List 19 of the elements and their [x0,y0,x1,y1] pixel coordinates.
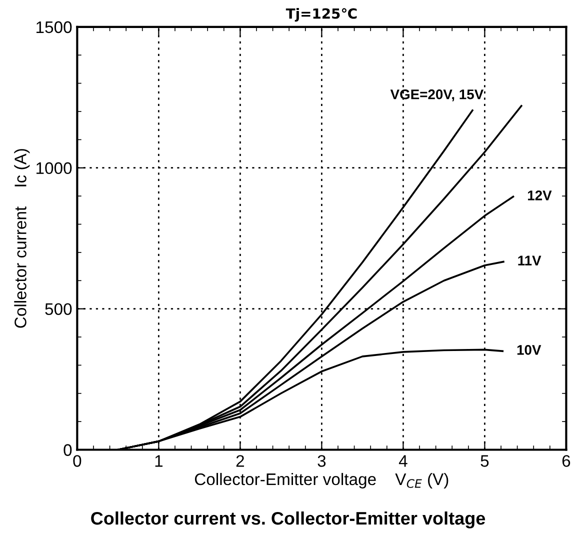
x-tick-label: 2 [236,455,244,467]
x-axis-title: Collector-Emitter voltage V$_{CE}$ (V) [194,472,448,488]
x-tick-label: 4 [398,455,408,467]
x-tick-label: 3 [318,455,326,467]
x-tick-label: 6 [562,455,570,467]
y-tick-label: 500 [45,303,72,316]
x-tick-label: 5 [480,455,489,467]
annotation: VGE=20V, 15V [390,89,484,102]
text: Collector current vs. Collector-Emitter voltage [91,511,486,528]
annotation: 11V [518,256,542,266]
y-tick-label: 1500 [36,21,72,34]
y-tick-label: 1000 [36,162,72,174]
annotation: 12V [528,190,552,200]
x-tick-label: 0 [73,455,82,467]
chart-title: Tj=125℃ [286,8,357,22]
y-axis-title: Collector current Ic (A) [14,149,30,328]
x-tick-label: 1 [155,455,163,467]
y-tick-label: 0 [64,444,72,456]
annotation: 10V [517,344,542,355]
